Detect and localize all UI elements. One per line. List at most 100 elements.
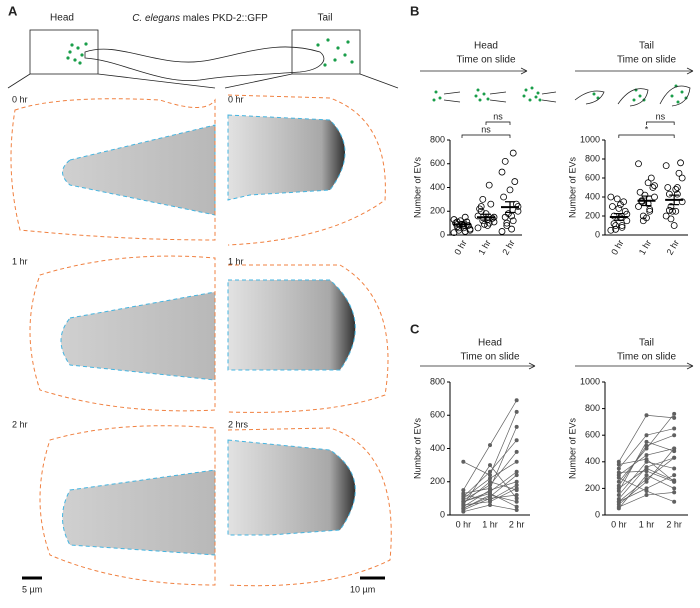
data-point: [503, 222, 511, 229]
data-point: [672, 455, 677, 460]
y-tick-label: 800: [585, 153, 600, 163]
data-point: [506, 186, 514, 194]
y-axis-label: Number of EVs: [412, 417, 422, 479]
data-point: [498, 228, 506, 235]
y-tick-label: 1000: [580, 376, 600, 386]
data-point: [461, 499, 466, 504]
data-point: [501, 157, 509, 165]
data-point: [487, 200, 495, 208]
timeline-icons: [432, 84, 688, 104]
data-point: [474, 212, 482, 220]
worm-diagram: [7, 29, 399, 89]
data-point: [639, 217, 647, 225]
data-point: [667, 215, 675, 223]
data-point: [514, 398, 519, 403]
data-point: [644, 473, 649, 478]
data-point: [609, 203, 616, 210]
data-point: [644, 469, 649, 474]
error-bar: [641, 195, 652, 207]
data-point: [514, 424, 519, 429]
data-point: [672, 207, 680, 215]
y-axis-label: Number of EVs: [567, 417, 577, 479]
data-point: [461, 459, 466, 464]
data-point: [641, 191, 649, 199]
data-point: [672, 486, 677, 491]
x-tick-label: 1 hr: [639, 519, 655, 529]
x-tick-label: 1 hr: [637, 238, 653, 256]
panel-label: B: [410, 3, 419, 18]
data-point: [649, 184, 657, 191]
data-point: [461, 506, 466, 511]
data-point: [617, 201, 624, 209]
y-tick-label: 0: [595, 509, 600, 519]
data-point: [474, 224, 482, 232]
chart-subtitle: Time on slide: [617, 352, 677, 363]
data-point: [514, 483, 519, 488]
data-point: [635, 160, 642, 168]
y-tick-label: 1000: [580, 134, 600, 144]
panel-label: C: [410, 321, 420, 336]
data-point: [488, 443, 492, 448]
data-point: [677, 159, 684, 167]
data-point: [514, 469, 519, 474]
data-point: [514, 409, 519, 414]
chart-title: Tail: [639, 41, 654, 52]
data-point: [664, 184, 672, 191]
data-point: [514, 508, 519, 513]
data-point: [509, 149, 517, 157]
data-point: [488, 486, 492, 491]
species: C. elegans: [132, 13, 180, 24]
data-point: [514, 496, 519, 501]
data-point: [485, 181, 493, 189]
arrow-head: [528, 362, 536, 370]
data-point: [466, 226, 474, 234]
arrow-head: [686, 362, 694, 370]
tail-label: Tail: [317, 13, 332, 24]
arrow-head: [686, 67, 694, 75]
data-point: [616, 493, 621, 498]
time-label: 1 hr: [228, 256, 244, 266]
data-point: [488, 491, 492, 496]
gfp-dots: [66, 38, 354, 67]
data-point: [616, 479, 621, 484]
x-tick-label: 1 hr: [476, 238, 492, 256]
data-point: [514, 499, 519, 504]
data-point: [644, 489, 649, 494]
x-tick-label: 0 hr: [452, 238, 468, 256]
data-point: [461, 491, 466, 496]
data-point: [514, 493, 519, 498]
data-point: [644, 477, 649, 482]
data-point: [479, 195, 487, 203]
y-tick-label: 400: [585, 456, 600, 466]
significance-bracket: [461, 134, 511, 138]
data-point: [477, 203, 485, 210]
data-point: [647, 174, 655, 182]
scale-label: 5 µm: [22, 584, 42, 594]
data-point: [509, 217, 517, 225]
data-point: [672, 433, 677, 438]
data-point: [488, 476, 492, 481]
data-point: [464, 222, 472, 229]
error-bar: [669, 194, 680, 206]
chart-title: Tail: [639, 338, 654, 349]
y-tick-label: 400: [430, 443, 445, 453]
data-point: [514, 479, 519, 484]
y-axis-label: Number of EVs: [412, 156, 422, 218]
data-point: [616, 483, 621, 488]
y-tick-label: 200: [585, 210, 600, 220]
data-point: [672, 490, 677, 495]
data-point: [461, 488, 466, 493]
data-point: [488, 498, 492, 503]
error-bar: [457, 221, 467, 228]
data-point: [678, 198, 686, 206]
time-label: 2 hrs: [228, 419, 249, 429]
significance-bracket: [485, 121, 511, 125]
data-point: [607, 193, 615, 201]
data-point: [514, 449, 519, 454]
significance-label: ns: [481, 124, 491, 134]
data-point: [616, 466, 621, 471]
data-point: [672, 426, 677, 431]
data-point: [514, 504, 519, 509]
chart-subtitle: Time on slide: [617, 55, 677, 66]
